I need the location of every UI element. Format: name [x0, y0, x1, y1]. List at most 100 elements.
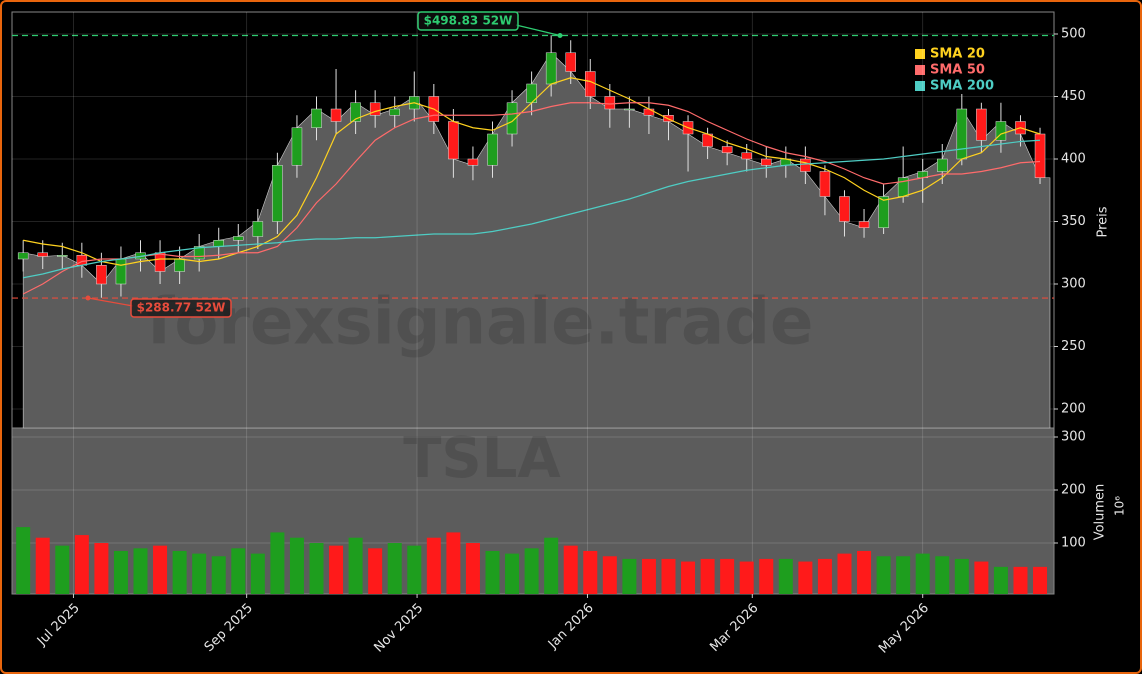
candle-body — [369, 102, 381, 116]
volume-bar — [387, 543, 402, 594]
volume-bar — [446, 532, 461, 594]
candle-body — [193, 246, 205, 260]
candle-body — [721, 146, 733, 153]
candle-body — [96, 265, 107, 285]
volume-bar — [993, 566, 1008, 594]
volume-bar — [426, 537, 441, 594]
volume-bar — [94, 543, 109, 594]
candle-body — [858, 221, 870, 228]
candle-body — [467, 158, 479, 166]
candle-body — [937, 158, 948, 172]
arrow-head — [85, 295, 91, 301]
y-tick-label: 500 — [1061, 27, 1086, 42]
volume-bar — [231, 548, 246, 594]
candle-body — [819, 171, 831, 197]
volume-bar — [798, 561, 813, 594]
annotation-arrow — [87, 297, 134, 307]
y-multiplier: 10⁶ — [1113, 496, 1127, 516]
volume-bar — [309, 543, 324, 594]
volume-bar — [524, 548, 539, 594]
x-tick-label: Jan 2026 — [545, 601, 597, 653]
volume-bar — [329, 545, 344, 594]
volume-bar — [602, 556, 617, 594]
volume-bar — [661, 558, 676, 594]
volume-bar — [348, 537, 363, 594]
volume-bar — [563, 545, 578, 594]
candle-body — [213, 240, 224, 247]
volume-bar — [270, 532, 285, 594]
volume-bar — [505, 553, 520, 594]
candle-body — [995, 121, 1007, 141]
volume-bar — [368, 548, 383, 594]
volume-bar — [935, 556, 950, 594]
legend-label: SMA 20 — [930, 47, 985, 62]
candle-body — [174, 258, 185, 272]
volume-bar — [681, 561, 696, 594]
volume-bar — [1013, 566, 1028, 594]
candle-body — [506, 102, 518, 135]
y-tick-label: 300 — [1061, 277, 1086, 292]
candle-body — [291, 127, 303, 166]
annotation-arrow — [515, 24, 561, 37]
candle-body — [448, 121, 459, 160]
volume-bar — [192, 553, 207, 594]
candle-body — [252, 221, 264, 237]
volume-bar — [583, 550, 598, 594]
sma-line — [23, 139, 1041, 279]
y-tick-label: 350 — [1061, 214, 1086, 229]
x-tick-label: May 2026 — [876, 601, 932, 657]
candle-body — [604, 96, 616, 110]
legend-label: SMA 200 — [930, 79, 994, 94]
candle-body — [545, 52, 557, 85]
volume-bar — [1033, 566, 1048, 594]
volume-bar — [485, 550, 500, 594]
watermark: TSLA — [403, 426, 561, 491]
y-tick-label: 200 — [1061, 402, 1086, 417]
candle-body — [330, 108, 342, 122]
volume-bar — [465, 543, 480, 594]
volume-bar — [113, 550, 128, 594]
candle-body — [878, 196, 889, 228]
candle-body — [565, 52, 576, 72]
candle-body — [976, 108, 987, 141]
annotation-box — [417, 11, 519, 31]
volume-bar — [16, 527, 31, 594]
volume-bar — [55, 545, 70, 594]
volume-bar — [915, 553, 930, 594]
annotation-label: $288.77 52W — [137, 301, 226, 315]
annotation-box — [130, 298, 232, 318]
candle-body — [487, 133, 498, 166]
candle-body — [350, 102, 361, 122]
candle-body — [643, 108, 655, 116]
candle-body — [115, 258, 127, 285]
candle-body — [311, 108, 322, 128]
candle-body — [17, 252, 29, 260]
legend-swatch — [915, 65, 925, 75]
candle-body — [761, 158, 772, 166]
volume-bar — [211, 556, 226, 594]
volume-bar — [544, 537, 559, 594]
y-label: Volumen — [1093, 484, 1108, 541]
volume-bar — [739, 561, 754, 594]
candle-body — [800, 158, 811, 172]
volume-bar — [622, 558, 637, 594]
legend-swatch — [915, 81, 925, 91]
volume-bar — [876, 556, 891, 594]
candle-body — [57, 255, 68, 257]
volume-bar — [133, 548, 148, 594]
y-tick-label: 450 — [1061, 89, 1086, 104]
candle-body — [956, 108, 968, 160]
arrow-head — [557, 32, 563, 38]
candle-body — [839, 196, 850, 222]
annotation-label: $498.83 52W — [424, 14, 513, 28]
volume-bar — [74, 535, 89, 594]
volume-bar — [153, 545, 168, 594]
sma-line — [23, 77, 1041, 266]
volume-bar — [641, 558, 656, 594]
candle-body — [233, 236, 244, 241]
volume-bar — [817, 558, 832, 594]
volume-bar — [172, 550, 187, 594]
x-tick-label: Sep 2025 — [202, 601, 256, 655]
candle-body — [272, 165, 283, 222]
